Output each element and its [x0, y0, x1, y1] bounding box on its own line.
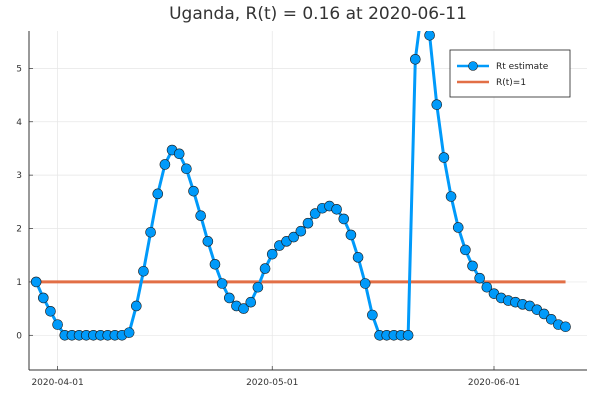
- y-tick-label: 3: [16, 171, 22, 181]
- rt-estimate-point: [173, 148, 185, 160]
- y-tick-label: 2: [16, 225, 22, 235]
- rt-estimate-point: [302, 217, 314, 229]
- rt-estimate-point: [331, 204, 342, 215]
- series-layer: [30, 31, 571, 341]
- rt-estimate-point: [259, 263, 271, 274]
- rt-estimate-point: [52, 319, 63, 330]
- rt-estimate-point: [481, 281, 493, 293]
- rt-estimate-point: [266, 248, 278, 260]
- x-tick-label: 2020-06-01: [468, 378, 520, 388]
- rt-estimate-point: [474, 272, 485, 284]
- legend-marker-rt-estimate: [468, 61, 478, 71]
- rt-estimate-point: [460, 244, 471, 256]
- rt-estimate-point: [202, 236, 214, 247]
- y-ticks: 0 1 2 3 4 5: [16, 64, 33, 341]
- rt-estimate-point: [209, 258, 221, 270]
- rt-estimate-point: [545, 313, 557, 325]
- rt-estimate-point: [424, 31, 435, 41]
- rt-estimate-point: [295, 225, 307, 237]
- rt-estimate-point: [238, 303, 249, 314]
- rt-estimate-point: [538, 308, 550, 320]
- rt-estimate-point: [152, 188, 164, 200]
- rt-estimate-point: [245, 296, 257, 308]
- x-tick-label: 2020-04-01: [31, 378, 83, 388]
- x-tick-label: 2020-05-01: [246, 378, 298, 388]
- rt-estimate-point: [145, 226, 156, 238]
- rt-estimate-point: [438, 152, 450, 163]
- rt-estimate-point: [38, 292, 49, 304]
- rt-estimate-point: [410, 53, 421, 65]
- rt-estimate-point: [452, 222, 464, 233]
- rt-estimate-point: [445, 191, 457, 202]
- rt-estimate-point: [345, 229, 357, 241]
- y-tick-label: 5: [16, 64, 22, 74]
- rt-estimate-point: [367, 309, 378, 321]
- rt-estimate-point: [123, 327, 135, 338]
- y-tick-label: 4: [16, 118, 22, 128]
- rt-estimate-point: [252, 281, 264, 293]
- y-tick-label: 1: [16, 278, 22, 288]
- rt-estimate-point: [188, 185, 199, 197]
- rt-estimate-point: [352, 252, 364, 263]
- rt-estimate-point: [431, 99, 443, 110]
- legend-label-r-equals-1: R(t)=1: [496, 78, 526, 88]
- rt-estimate-point: [30, 276, 42, 288]
- rt-estimate-point: [45, 305, 56, 317]
- rt-estimate-point: [338, 213, 350, 225]
- rt-estimate-point: [359, 278, 371, 289]
- rt-estimate-point: [467, 260, 478, 272]
- legend-box: [449, 49, 571, 98]
- chart-title: Uganda, R(t) = 0.16 at 2020-06-11: [169, 4, 467, 24]
- legend: Rt estimate R(t)=1: [449, 49, 571, 98]
- rt-estimate-point: [288, 231, 299, 243]
- rt-estimate-point: [195, 210, 206, 222]
- legend-label-rt-estimate: Rt estimate: [496, 62, 549, 72]
- rt-estimate-point: [159, 159, 171, 170]
- rt-estimate-point: [402, 329, 414, 341]
- rt-estimate-point: [181, 163, 192, 175]
- x-ticks: 2020-04-01 2020-05-01 2020-06-01: [31, 366, 520, 388]
- rt-estimate-point: [216, 278, 228, 289]
- rt-estimate-point: [138, 265, 149, 277]
- y-tick-label: 0: [16, 331, 22, 341]
- rt-estimate-point: [560, 321, 571, 333]
- rt-estimate-point: [309, 208, 321, 219]
- rt-estimate-point: [224, 292, 235, 304]
- rt-estimate-point: [131, 300, 142, 312]
